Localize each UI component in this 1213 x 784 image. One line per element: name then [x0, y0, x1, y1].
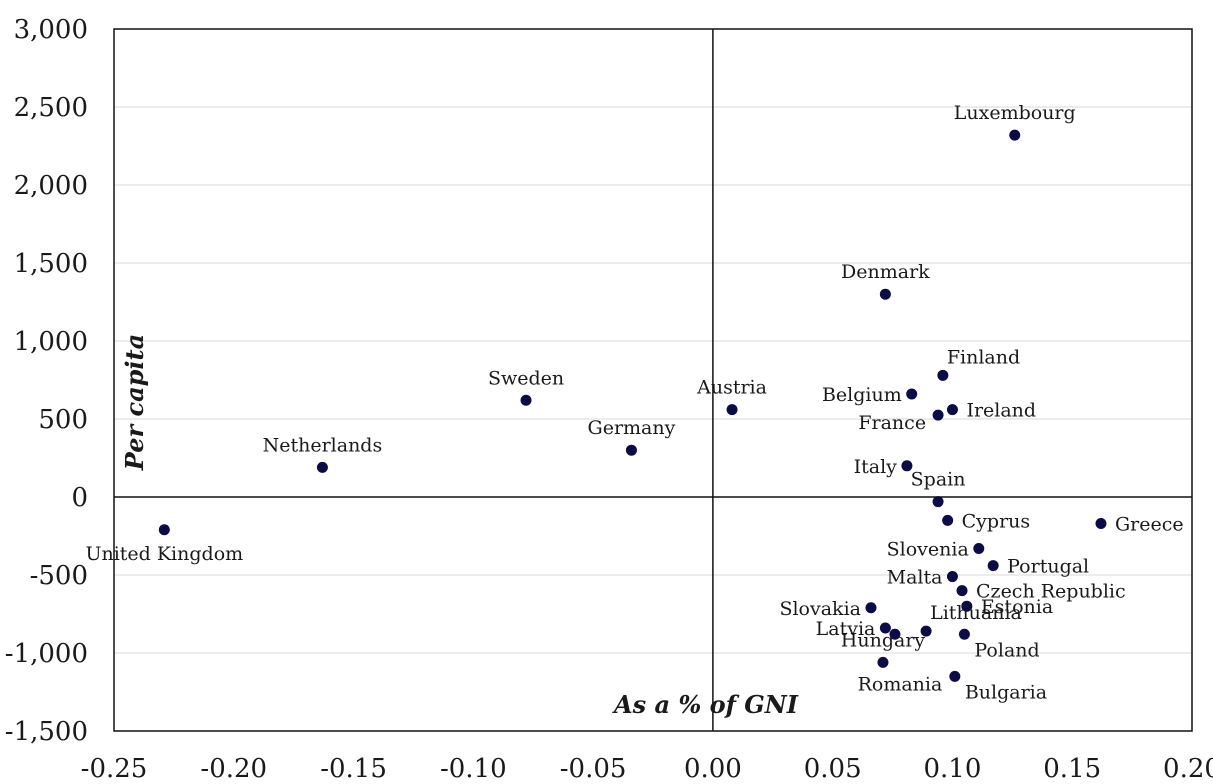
- point-labels: Luxembourg Denmark Finland Belgium Ireland Fr…: [85, 102, 1183, 703]
- point-france: [932, 409, 944, 421]
- y-tick-label: 2,500: [14, 93, 88, 123]
- point-netherlands: [316, 461, 328, 473]
- point-estonia: [961, 600, 973, 612]
- point-label: Spain: [911, 469, 966, 491]
- point-slovenia: [973, 542, 985, 554]
- point-bulgaria: [949, 670, 961, 682]
- point-belgium: [906, 388, 918, 400]
- point-label: Portugal: [1007, 556, 1089, 578]
- point-label: Lithuania: [930, 602, 1022, 624]
- y-axis-title: Per capita: [120, 334, 149, 471]
- point-label: Belgium: [822, 384, 902, 406]
- point-label: Cyprus: [962, 510, 1031, 532]
- point-romania: [889, 628, 901, 640]
- point-czech-republic: [956, 585, 968, 597]
- x-tick-label: -0.20: [200, 754, 267, 784]
- gridlines: [114, 106, 1192, 654]
- x-axis-title: As a % of GNI: [612, 690, 799, 719]
- point-italy: [901, 460, 913, 472]
- point-poland: [958, 628, 970, 640]
- point-latvia: [879, 622, 891, 634]
- point-label: Bulgaria: [965, 681, 1047, 703]
- point-label: Greece: [1115, 514, 1184, 536]
- x-tick-label: 0.20: [1163, 754, 1213, 784]
- point-label: Poland: [974, 639, 1039, 661]
- point-denmark: [879, 288, 891, 300]
- point-portugal: [987, 560, 999, 572]
- point-label: Denmark: [841, 261, 930, 283]
- point-lithuania: [920, 625, 932, 637]
- x-tick-label: 0.00: [684, 754, 742, 784]
- point-spain: [932, 496, 944, 508]
- point-label: Slovakia: [779, 598, 861, 620]
- x-tick-label: -0.05: [560, 754, 627, 784]
- point-label: Malta: [887, 567, 943, 589]
- point-label: Hungary: [841, 629, 926, 651]
- point-label: Czech Republic: [976, 581, 1126, 603]
- point-label: Latvia: [816, 618, 876, 640]
- y-tick-label: 3,000: [14, 15, 88, 45]
- y-tick-label: 2,000: [14, 171, 88, 201]
- point-label: Germany: [588, 417, 676, 439]
- point-austria: [726, 404, 738, 416]
- tick-labels: -1,500 -1,000 -500 0 500 1,000 1,500 2,000 2,500…: [5, 15, 1213, 784]
- point-label: Romania: [858, 673, 943, 695]
- x-tick-label: 0.10: [923, 754, 981, 784]
- point-sweden: [520, 394, 532, 406]
- x-tick-label: 0.15: [1043, 754, 1101, 784]
- point-label: Finland: [947, 346, 1020, 368]
- y-tick-label: 0: [71, 483, 88, 513]
- point-slovakia: [865, 602, 877, 614]
- point-label: Luxembourg: [954, 102, 1076, 124]
- y-tick-label: 1,500: [14, 249, 88, 279]
- point-label: Austria: [696, 377, 767, 399]
- point-greece: [1095, 518, 1107, 530]
- data-points: [158, 129, 1107, 682]
- point-label: Netherlands: [263, 434, 383, 456]
- point-ireland: [946, 404, 958, 416]
- point-label: United Kingdom: [85, 543, 243, 565]
- point-luxembourg: [1009, 129, 1021, 141]
- point-label: Ireland: [966, 400, 1036, 422]
- x-tick-label: -0.25: [81, 754, 148, 784]
- point-label: Estonia: [981, 596, 1053, 618]
- point-label: Sweden: [488, 367, 564, 389]
- y-tick-label: -1,000: [5, 639, 88, 669]
- point-label: Slovenia: [887, 538, 969, 560]
- plot-frame: [113, 28, 1193, 732]
- x-tick-label: -0.10: [440, 754, 507, 784]
- point-germany: [625, 444, 637, 456]
- x-tick-label: 0.05: [804, 754, 862, 784]
- point-united-kingdom: [158, 524, 170, 536]
- y-tick-label: -1,500: [5, 717, 88, 747]
- point-finland: [937, 369, 949, 381]
- axes: [113, 28, 1193, 732]
- point-label: France: [858, 412, 926, 434]
- point-label: Italy: [854, 456, 898, 478]
- point-hungary: [877, 656, 889, 668]
- y-tick-label: 500: [38, 405, 88, 435]
- x-tick-label: -0.15: [320, 754, 387, 784]
- point-malta: [946, 571, 958, 583]
- point-cyprus: [942, 514, 954, 526]
- y-tick-label: 1,000: [14, 327, 88, 357]
- y-tick-label: -500: [30, 561, 88, 591]
